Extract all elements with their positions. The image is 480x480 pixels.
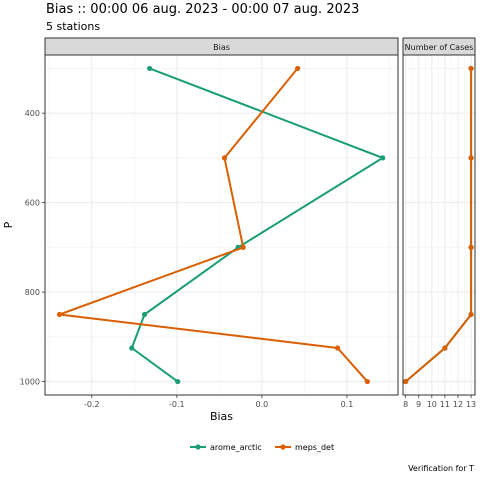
- x-axis-title: Bias: [210, 410, 233, 423]
- x-tick-label: 10: [427, 400, 437, 409]
- legend-key-point: [280, 444, 286, 450]
- data-point-meps_det: [468, 244, 474, 250]
- data-point-arome_arctic: [380, 155, 386, 161]
- data-point-meps_det: [468, 65, 474, 72]
- y-axis-title: P: [2, 221, 15, 228]
- panel-border: [44, 54, 399, 396]
- data-point-arome_arctic: [175, 378, 181, 385]
- x-tick-label: 11: [440, 400, 450, 409]
- chart-subtitle: 5 stations: [46, 20, 101, 33]
- data-point-meps_det: [364, 378, 370, 385]
- data-point-meps_det: [221, 155, 228, 161]
- facet-strip-label: Number of Cases: [405, 43, 474, 52]
- chart-caption: Verification for T: [408, 464, 474, 473]
- data-point-meps_det: [468, 311, 474, 318]
- legend-key-point: [195, 444, 201, 450]
- data-point-meps_det: [442, 345, 448, 351]
- x-tick-label: 0.1: [341, 400, 354, 409]
- data-point-meps_det: [335, 345, 341, 351]
- facet-strip-label: Bias: [213, 43, 230, 52]
- panel-background: [403, 55, 475, 395]
- data-point-meps_det: [468, 155, 474, 161]
- series-line-meps_det: [404, 68, 473, 383]
- y-tick-label: 400: [25, 109, 40, 118]
- data-point-arome_arctic: [141, 311, 148, 318]
- panel-background: [45, 55, 398, 395]
- number-of-cases-panel: Number of Cases 8 9 10 11 12 13: [402, 37, 476, 409]
- data-point-meps_det: [240, 244, 246, 250]
- series-line-arome_arctic: [130, 67, 384, 383]
- y-tick-label: 800: [25, 288, 40, 297]
- x-tick-label: 8: [403, 400, 408, 409]
- x-tick-label: 13: [466, 400, 476, 409]
- bias-panel: Bias -0.2 -0.1 0.0 0.1 400 600 800 1000 Bias: [20, 37, 399, 423]
- data-point-meps_det: [295, 65, 301, 72]
- data-point-arome_arctic: [129, 345, 135, 351]
- x-tick-label: -0.2: [84, 400, 100, 409]
- x-tick-label: -0.1: [169, 400, 185, 409]
- x-tick-label: 12: [453, 400, 463, 409]
- series-line-meps_det: [58, 67, 369, 383]
- x-tick-label: 9: [416, 400, 421, 409]
- y-tick-label: 1000: [20, 378, 40, 387]
- x-tick-label: 0.0: [256, 400, 269, 409]
- chart-title: Bias :: 00:00 06 aug. 2023 - 00:00 07 au…: [46, 2, 360, 17]
- data-point-meps_det: [56, 311, 63, 318]
- data-point-arome_arctic: [147, 65, 153, 72]
- panel-border: [402, 54, 476, 396]
- y-tick-label: 600: [25, 199, 40, 208]
- legend-label-meps_det: meps_det: [295, 443, 334, 452]
- legend: arome_arctic meps_det: [190, 443, 334, 452]
- data-point-meps_det: [403, 378, 409, 385]
- legend-label-arome_arctic: arome_arctic: [210, 443, 262, 452]
